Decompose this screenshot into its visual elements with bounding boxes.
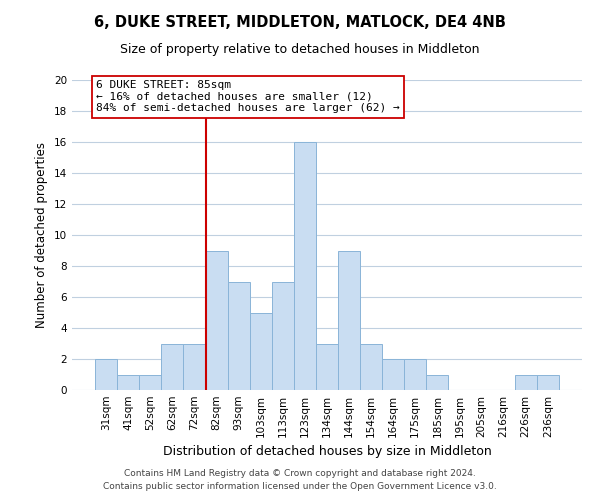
Bar [206, 250, 227, 390]
Bar [338, 250, 360, 390]
Text: Contains HM Land Registry data © Crown copyright and database right 2024.: Contains HM Land Registry data © Crown c… [124, 468, 476, 477]
Bar [161, 344, 184, 390]
Bar [139, 374, 161, 390]
Bar [117, 374, 139, 390]
Bar [537, 374, 559, 390]
Bar [250, 312, 272, 390]
Text: 6, DUKE STREET, MIDDLETON, MATLOCK, DE4 4NB: 6, DUKE STREET, MIDDLETON, MATLOCK, DE4 … [94, 15, 506, 30]
Bar [382, 359, 404, 390]
Bar [404, 359, 427, 390]
Bar [360, 344, 382, 390]
Bar [294, 142, 316, 390]
Bar [515, 374, 537, 390]
X-axis label: Distribution of detached houses by size in Middleton: Distribution of detached houses by size … [163, 446, 491, 458]
Text: Size of property relative to detached houses in Middleton: Size of property relative to detached ho… [120, 42, 480, 56]
Bar [227, 282, 250, 390]
Bar [184, 344, 206, 390]
Text: Contains public sector information licensed under the Open Government Licence v3: Contains public sector information licen… [103, 482, 497, 491]
Bar [272, 282, 294, 390]
Bar [95, 359, 117, 390]
Bar [316, 344, 338, 390]
Text: 6 DUKE STREET: 85sqm
← 16% of detached houses are smaller (12)
84% of semi-detac: 6 DUKE STREET: 85sqm ← 16% of detached h… [96, 80, 400, 113]
Bar [427, 374, 448, 390]
Y-axis label: Number of detached properties: Number of detached properties [35, 142, 49, 328]
